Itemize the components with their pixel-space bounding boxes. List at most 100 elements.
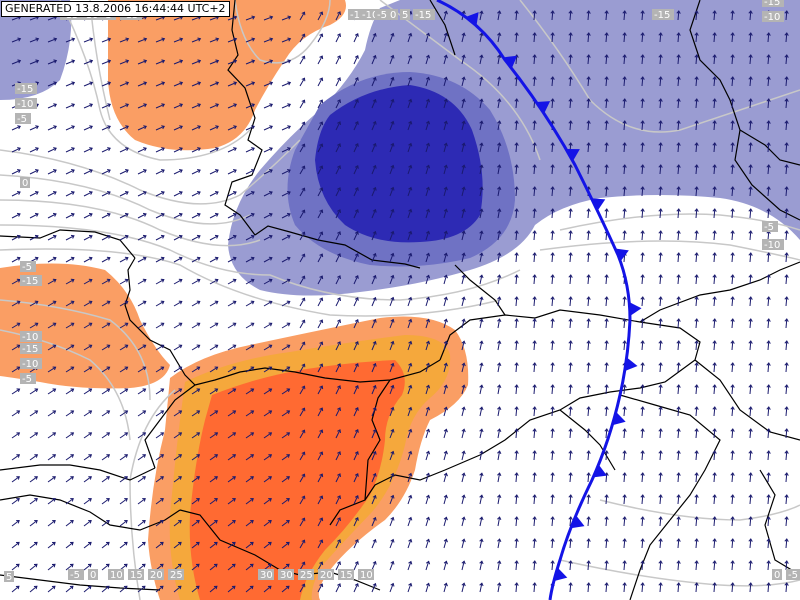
isoline-label: -10: [15, 98, 37, 110]
wind-arrow: [47, 454, 57, 461]
wind-arrow: [658, 142, 663, 153]
wind-arrow: [604, 164, 609, 175]
wind-arrow: [371, 472, 377, 483]
wind-arrow: [425, 538, 431, 549]
wind-arrow: [658, 274, 663, 285]
wind-arrow: [155, 103, 166, 109]
wind-arrow: [371, 76, 377, 87]
wind-arrow: [748, 32, 753, 43]
wind-arrow: [532, 186, 537, 197]
wind-arrow: [101, 541, 110, 549]
wind-arrow: [479, 274, 484, 285]
wind-arrow: [353, 165, 359, 175]
wind-arrow: [748, 494, 753, 505]
isoline-label: -5: [20, 373, 36, 385]
cold-front-triangles: [465, 12, 642, 582]
wind-arrow: [191, 59, 202, 65]
wind-arrow: [137, 256, 147, 263]
wind-arrow: [658, 428, 663, 439]
wind-arrow: [317, 33, 324, 43]
wind-arrow: [443, 32, 448, 43]
wind-arrow: [658, 98, 663, 109]
wind-arrow: [119, 410, 129, 417]
wind-arrow: [335, 561, 341, 571]
wind-arrow: [101, 103, 112, 109]
wind-arrow: [47, 410, 57, 417]
wind-arrow: [263, 37, 274, 43]
wind-arrow: [784, 252, 789, 263]
wind-arrow: [281, 37, 292, 43]
wind-arrow: [65, 256, 75, 263]
wind-arrow: [550, 142, 555, 153]
wind-arrow: [461, 472, 466, 483]
wind-arrow: [658, 164, 663, 175]
wind-arrow: [299, 253, 306, 263]
wind-arrow: [155, 256, 165, 263]
wind-arrow: [101, 256, 111, 263]
wind-arrow: [461, 208, 466, 219]
wind-arrow: [209, 388, 219, 395]
isoline-label: -10: [762, 11, 784, 23]
wind-arrow: [263, 585, 272, 593]
wind-arrow: [299, 473, 306, 483]
wind-arrow: [514, 252, 519, 263]
wind-arrow: [227, 322, 237, 329]
wind-arrow: [407, 142, 413, 153]
wind-arrow: [784, 318, 789, 329]
wind-arrow: [335, 407, 341, 417]
wind-arrow: [748, 318, 753, 329]
wind-arrow: [568, 98, 573, 109]
svg-text:10: 10: [360, 570, 373, 581]
wind-arrow: [443, 428, 448, 439]
isoline-label: -10: [20, 358, 42, 370]
wind-arrow: [766, 164, 771, 175]
wind-arrow: [514, 10, 519, 21]
wind-arrow: [497, 98, 502, 109]
wind-arrow: [425, 32, 431, 43]
country-border: [329, 454, 481, 526]
wind-arrow: [586, 32, 591, 43]
wind-arrow: [101, 169, 111, 175]
wind-arrow: [622, 406, 627, 417]
wind-arrow: [748, 516, 753, 527]
wind-arrow: [281, 103, 292, 109]
wind-arrow: [101, 278, 111, 285]
wind-arrow: [694, 76, 699, 87]
wind-arrow: [694, 318, 699, 329]
wind-arrow: [622, 472, 627, 483]
wind-arrow: [137, 169, 147, 175]
wind-arrow: [640, 208, 645, 219]
warm-field-south-core: [189, 360, 405, 600]
wind-arrow: [29, 519, 38, 527]
wind-arrow: [712, 340, 717, 351]
wind-arrow: [748, 296, 753, 307]
wind-arrow: [227, 498, 236, 505]
wind-arrow: [389, 362, 395, 373]
wind-arrow: [191, 256, 201, 263]
svg-text:-5: -5: [764, 222, 774, 233]
wind-arrow: [514, 362, 519, 373]
wind-arrow: [209, 432, 219, 439]
wind-arrow: [65, 519, 74, 527]
wind-arrow: [407, 450, 413, 461]
wind-arrow: [784, 296, 789, 307]
wind-arrow: [245, 476, 254, 483]
wind-arrow: [227, 256, 237, 263]
wind-arrow: [730, 384, 735, 395]
wind-arrow: [443, 186, 448, 197]
wind-arrow: [47, 81, 58, 87]
wind-arrow: [461, 428, 466, 439]
wind-arrow: [263, 278, 273, 285]
wind-arrow: [371, 362, 377, 373]
isoline-label: 0: [388, 9, 398, 21]
wind-arrow: [227, 212, 237, 219]
wind-arrow: [227, 410, 237, 417]
wind-arrow: [83, 454, 93, 461]
wind-arrow: [532, 120, 537, 131]
wind-arrow: [245, 147, 255, 153]
wind-arrow: [479, 450, 484, 461]
wind-arrow: [479, 164, 484, 175]
wind-arrow: [443, 560, 448, 571]
wind-arrow: [586, 472, 591, 483]
wind-arrow: [353, 253, 359, 263]
